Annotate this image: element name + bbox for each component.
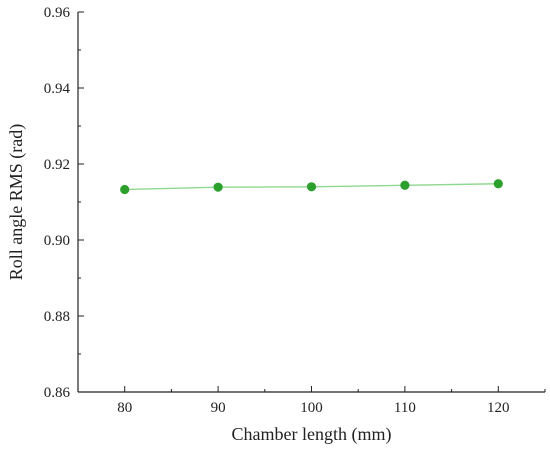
x-tick-label: 90 [211,400,226,416]
data-point [213,182,223,192]
y-tick-label: 0.94 [44,81,71,97]
x-tick-label: 110 [394,400,416,416]
y-tick-label: 0.86 [44,385,71,401]
y-axis-ticks: 0.86 0.88 0.90 0.92 0.94 0.96 [44,5,84,401]
plot-frame [77,12,545,393]
data-point [306,182,317,192]
x-axis-ticks: 80 90 100 110 120 [77,386,546,416]
data-point [493,179,503,189]
y-tick-label: 0.90 [44,233,70,249]
x-tick-label: 80 [117,400,132,416]
data-point [400,180,410,190]
x-tick-label: 100 [300,400,323,416]
data-point [120,184,130,195]
y-axis-title: Roll angle RMS (rad) [6,124,27,280]
series-layer [120,179,503,195]
x-tick-label: 120 [487,400,510,416]
x-axis-title: Chamber length (mm) [232,424,392,445]
y-tick-label: 0.96 [44,5,71,21]
y-tick-label: 0.92 [44,157,70,173]
y-tick-label: 0.88 [44,309,70,325]
